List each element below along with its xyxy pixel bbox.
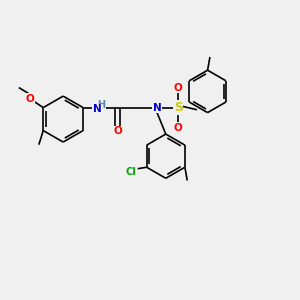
Text: H: H <box>97 100 105 110</box>
Text: S: S <box>174 101 183 114</box>
Text: Cl: Cl <box>126 167 136 177</box>
Text: O: O <box>26 94 34 104</box>
Text: O: O <box>174 123 182 133</box>
Text: O: O <box>113 126 122 136</box>
Text: N: N <box>93 104 101 114</box>
Text: N: N <box>153 103 161 112</box>
Text: O: O <box>174 82 182 93</box>
